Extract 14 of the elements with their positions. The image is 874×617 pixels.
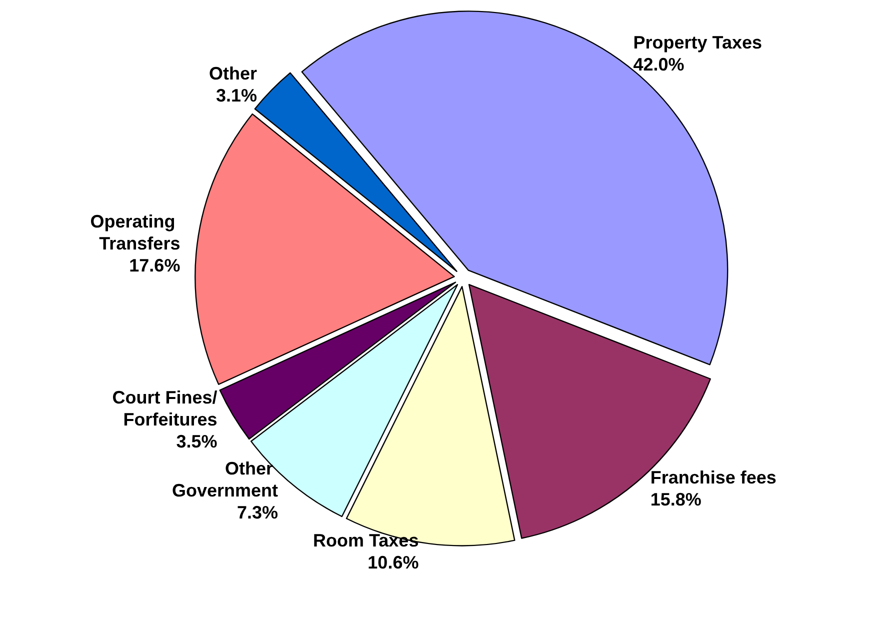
slice-label: Court Fines/Forfeitures bbox=[112, 387, 218, 430]
slice-label: Other bbox=[208, 63, 257, 84]
slice-label: Franchise fees bbox=[650, 468, 776, 488]
data-label: 42.0% bbox=[633, 54, 684, 74]
data-label: 10.6% bbox=[368, 552, 419, 572]
slice-label: Room Taxes bbox=[313, 530, 419, 550]
data-label: 3.1% bbox=[216, 85, 257, 106]
slice-label: Property Taxes bbox=[633, 32, 762, 52]
data-label: 17.6% bbox=[129, 255, 180, 276]
slice-label: Other Government bbox=[172, 458, 278, 500]
data-label: 3.5% bbox=[176, 431, 218, 452]
slice-label: Operating Transfers bbox=[90, 211, 180, 254]
data-label: 15.8% bbox=[650, 490, 702, 510]
data-label: 7.3% bbox=[237, 502, 278, 522]
